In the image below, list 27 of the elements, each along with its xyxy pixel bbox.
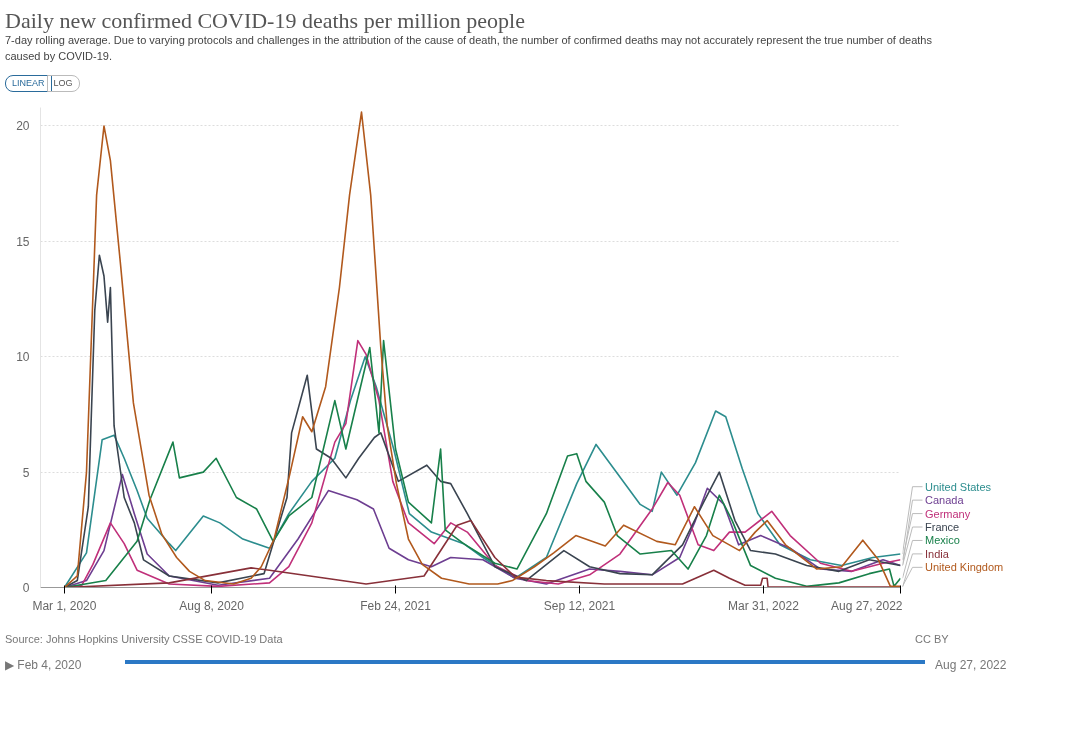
text: CC BY (915, 631, 949, 647)
x-tick-label: Aug 8, 2020 (179, 598, 245, 613)
x-tick-label: Feb 24, 2021 (360, 598, 432, 613)
y-tick-label: 5 (22, 465, 30, 480)
text: France (925, 520, 960, 533)
chart-subtitle: 7-day rolling average. Due to varying protocols and challenges in the attribution of the cause of death, the number of confirmed deaths may not accurately represent the true number of deaths caused by COVID-19. (5, 33, 933, 65)
chart-title: Daily new confirmed COVID-19 deaths per million people (5, 8, 525, 33)
y-tick-label: 15 (16, 234, 30, 249)
line-series (63, 110, 901, 588)
y-tick-label: 20 (16, 119, 30, 134)
text: Mexico (925, 534, 960, 547)
text: Aug 27, 2022 (935, 657, 1007, 675)
text: Germany (925, 507, 971, 520)
text: United States (925, 480, 992, 493)
source-note: Source: Johns Hopkins University CSSE COVID-19 Data (5, 631, 283, 647)
text: United Kingdom (925, 561, 1004, 574)
x-tick-label: Aug 27, 2022 (831, 598, 903, 613)
text: LOG (53, 76, 73, 90)
text: Canada (925, 493, 965, 506)
text: LINEAR (12, 76, 45, 90)
x-tick-label: Mar 31, 2022 (728, 598, 800, 613)
x-tick-label: Mar 1, 2020 (32, 598, 97, 613)
text: ▶ Feb 4, 2020 (5, 657, 82, 675)
y-tick-label: 0 (22, 580, 30, 595)
text: India (925, 547, 950, 560)
x-tick-label: Sep 12, 2021 (543, 598, 616, 613)
y-tick-label: 10 (16, 349, 30, 364)
